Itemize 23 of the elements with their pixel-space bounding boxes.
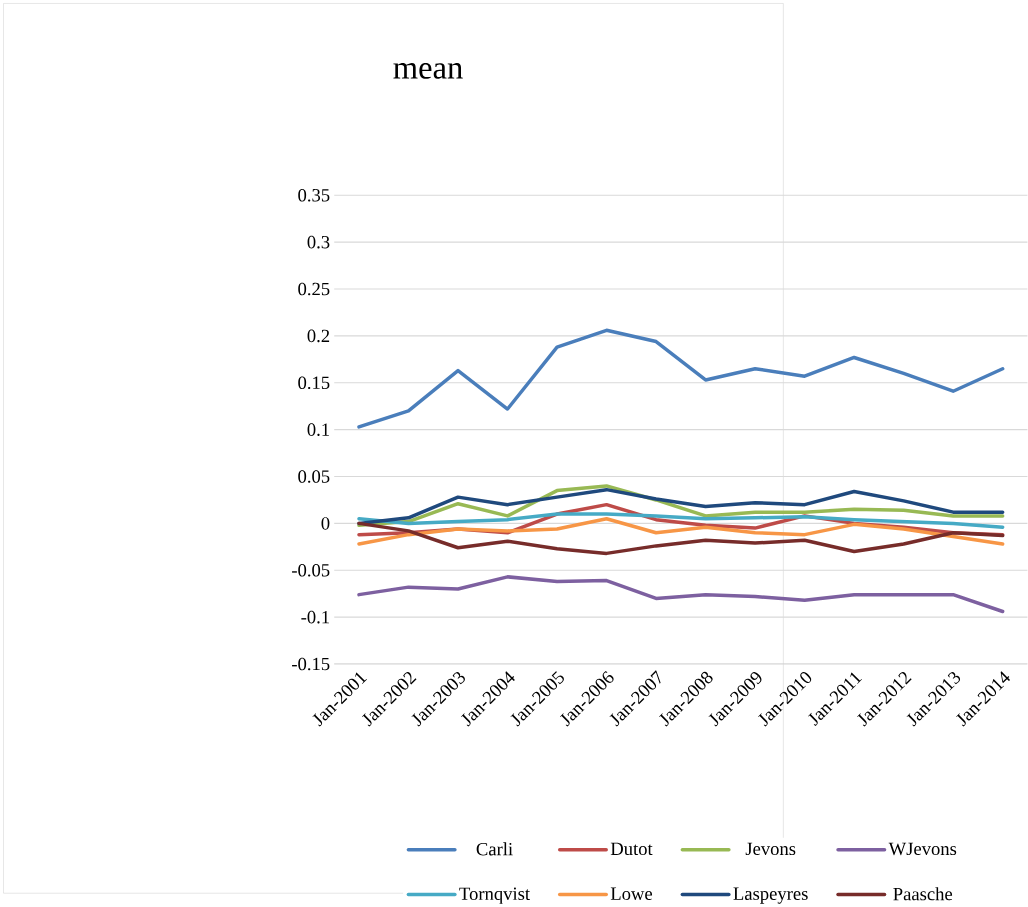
- legend-label: Tornqvist: [459, 887, 530, 905]
- y-tick-label: 0.25: [298, 282, 330, 296]
- line-series: [357, 328, 1005, 429]
- legend-label: Lowe: [610, 887, 653, 901]
- y-tick-label: 0.2: [307, 329, 330, 343]
- y-tick-label: 0: [321, 517, 330, 530]
- line-series: [357, 521, 1005, 556]
- y-tick-label: 0.3: [307, 236, 330, 249]
- y-tick-label: -0.05: [292, 564, 330, 577]
- y-tick-label: -0.1: [301, 611, 329, 624]
- legend-label: Paasche: [893, 887, 953, 901]
- legend-label: Dutot: [610, 842, 653, 856]
- legend-label: Jevons: [745, 842, 796, 856]
- y-tick-label: -0.15: [292, 657, 330, 671]
- y-tick-label: 0.15: [298, 376, 330, 390]
- line-series: [357, 517, 1005, 546]
- legend-label: Laspeyres: [733, 887, 808, 905]
- chart-title: mean: [393, 63, 463, 79]
- legend-label: WJevons: [888, 842, 957, 856]
- y-tick-label: 0.1: [307, 423, 329, 437]
- y-tick-label: 0.35: [298, 189, 330, 202]
- y-tick-label: 0.05: [298, 470, 330, 484]
- legend-label: Carli: [476, 842, 513, 856]
